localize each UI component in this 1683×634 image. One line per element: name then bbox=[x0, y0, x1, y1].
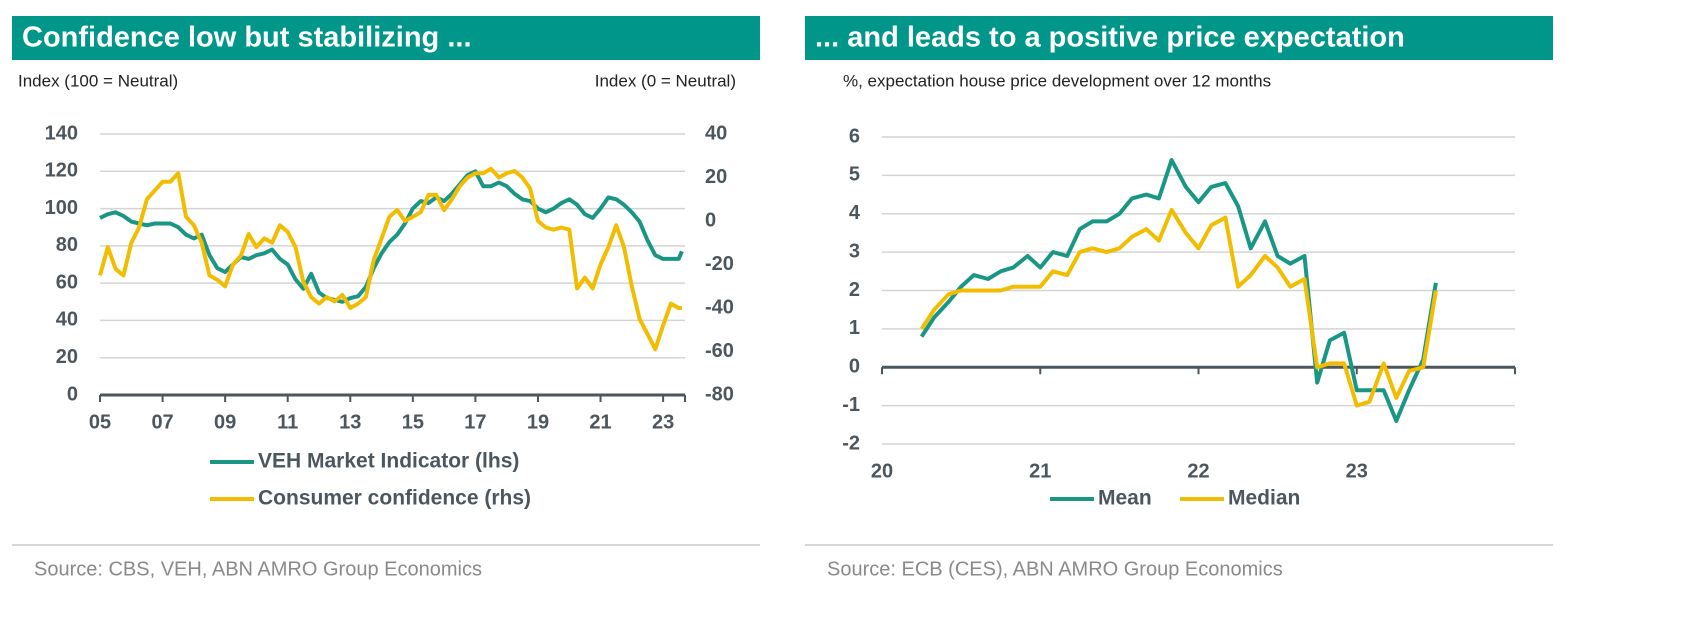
legend-label: Consumer confidence (rhs) bbox=[258, 487, 531, 510]
y2-tick-label: -20 bbox=[705, 253, 734, 275]
y-tick-label: 4 bbox=[849, 202, 861, 224]
x-tick-label: 05 bbox=[89, 411, 111, 433]
y2-tick-label: 40 bbox=[705, 122, 727, 144]
y-tick-label: 60 bbox=[56, 271, 78, 293]
y2-tick-label: -80 bbox=[705, 383, 734, 405]
y-tick-label: -1 bbox=[842, 394, 860, 416]
y2-axis-label: Index (0 = Neutral) bbox=[595, 71, 736, 90]
x-tick-label: 15 bbox=[402, 411, 424, 433]
y-tick-label: 40 bbox=[56, 309, 78, 331]
x-tick-label: 21 bbox=[1029, 460, 1051, 482]
y-tick-label: 5 bbox=[849, 164, 860, 186]
x-tick-label: 07 bbox=[151, 411, 173, 433]
y-tick-label: 1 bbox=[849, 317, 860, 339]
y-tick-label: 6 bbox=[849, 125, 860, 147]
title-bar bbox=[12, 16, 760, 60]
x-tick-label: 20 bbox=[871, 460, 893, 482]
legend-label: Mean bbox=[1098, 487, 1152, 510]
y2-tick-label: -40 bbox=[705, 296, 734, 318]
x-tick-label: 09 bbox=[214, 411, 236, 433]
series-line bbox=[98, 166, 682, 352]
x-tick-label: 19 bbox=[527, 411, 549, 433]
source: Source: CBS, VEH, ABN AMRO Group Economi… bbox=[34, 558, 482, 580]
y-tick-label: 0 bbox=[67, 383, 78, 405]
series-line bbox=[919, 158, 1438, 423]
x-tick-label: 11 bbox=[277, 411, 298, 433]
series-line bbox=[919, 207, 1438, 408]
chart-title: ... and leads to a positive price expect… bbox=[815, 22, 1405, 54]
y-tick-label: 140 bbox=[45, 122, 78, 144]
x-tick-label: 17 bbox=[464, 411, 486, 433]
legend-label: VEH Market Indicator (lhs) bbox=[258, 450, 519, 473]
y2-tick-label: 20 bbox=[705, 166, 727, 188]
y-tick-label: 100 bbox=[45, 197, 78, 219]
x-tick-label: 13 bbox=[339, 411, 361, 433]
legend-label: Median bbox=[1228, 487, 1300, 510]
y-tick-label: 2 bbox=[849, 279, 860, 301]
y-tick-label: -2 bbox=[842, 432, 860, 454]
x-tick-label: 23 bbox=[1346, 460, 1368, 482]
source: Source: ECB (CES), ABN AMRO Group Econom… bbox=[827, 558, 1283, 580]
y2-tick-label: 0 bbox=[705, 209, 716, 231]
y-tick-label: 120 bbox=[45, 160, 78, 182]
y-tick-label: 0 bbox=[849, 356, 860, 378]
x-tick-label: 23 bbox=[652, 411, 674, 433]
y-tick-label: 20 bbox=[56, 346, 78, 368]
y-tick-label: 80 bbox=[56, 234, 78, 256]
y2-tick-label: -60 bbox=[705, 340, 734, 362]
y-axis-label: Index (100 = Neutral) bbox=[18, 71, 178, 90]
x-tick-label: 22 bbox=[1187, 460, 1209, 482]
chart-title: Confidence low but stabilizing ... bbox=[22, 22, 472, 54]
x-tick-label: 21 bbox=[589, 411, 611, 433]
y-tick-label: 3 bbox=[849, 240, 860, 262]
title-bar bbox=[805, 16, 1553, 60]
subtitle: %, expectation house price development o… bbox=[843, 71, 1271, 90]
